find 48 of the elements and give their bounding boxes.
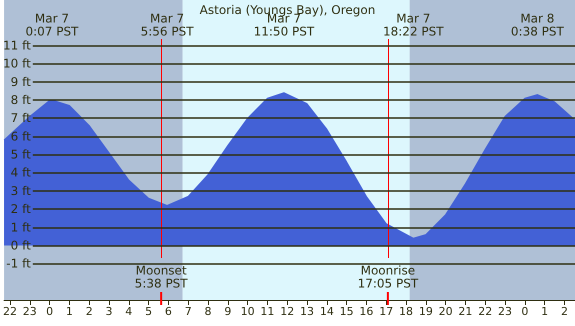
x-tick-label: 0 [521,305,528,318]
x-tick-label: 20 [438,305,453,318]
x-tick-label: 14 [320,305,334,318]
y-tick-label: 6 ft [10,129,32,144]
x-tick-label: 17 [379,305,394,318]
x-tick-label: 13 [300,305,314,318]
x-tick-label: 18 [399,305,414,318]
y-tick-label: -1 ft [6,256,32,271]
x-tick-label: 6 [164,305,172,318]
x-tick-label: 1 [541,305,548,318]
x-tick-label: 1 [66,305,73,318]
x-tick-label: 2 [86,305,93,318]
x-tick-label: 19 [418,305,433,318]
y-tick-label: 0 ft [10,238,32,252]
y-tick-label: 4 ft [10,166,32,180]
x-tick-label: 11 [260,305,274,318]
x-tick-label: 15 [340,305,354,318]
y-tick-label: 2 ft [10,202,32,216]
ref-line-label: Moonrise 17:05 PST [358,264,419,290]
x-tick-label: 5 [145,305,152,318]
x-tick-label: 3 [106,305,113,318]
x-tick-label: 23 [498,305,512,318]
y-tick-label: 8 ft [10,93,32,107]
y-tick-label: 7 ft [10,111,32,126]
y-tick-label: 10 ft [2,56,32,71]
x-tick-label: 23 [22,305,37,318]
x-tick-label: 22 [3,305,17,318]
x-tick-label: 21 [458,305,472,318]
x-tick-label: 22 [478,305,492,318]
x-tick-label: 2 [560,305,568,318]
y-tick-label: 1 ft [10,220,32,234]
x-tick-label: 9 [224,305,232,318]
annotation: Mar 8 0:38 PST [510,12,565,38]
x-tick-label: 16 [359,305,374,318]
y-tick-label: 5 ft [10,148,32,162]
ref-line-label: Moonset 5:38 PST [134,264,188,290]
annotation: Mar 7 18:22 PST [382,12,444,38]
annotation: Mar 7 0:07 PST [25,12,80,38]
y-tick-label: 3 ft [10,184,32,198]
x-tick-label: 0 [46,305,54,318]
annotation: Mar 7 5:56 PST [140,12,194,38]
x-tick-label: 12 [280,305,294,318]
x-tick-label: 7 [184,305,192,318]
x-tick-label: 10 [240,305,255,318]
x-tick-label: 4 [125,305,132,318]
x-tick-label: 8 [204,305,212,318]
y-tick-label: 9 ft [10,74,32,89]
y-tick-label: 11 ft [2,38,32,52]
